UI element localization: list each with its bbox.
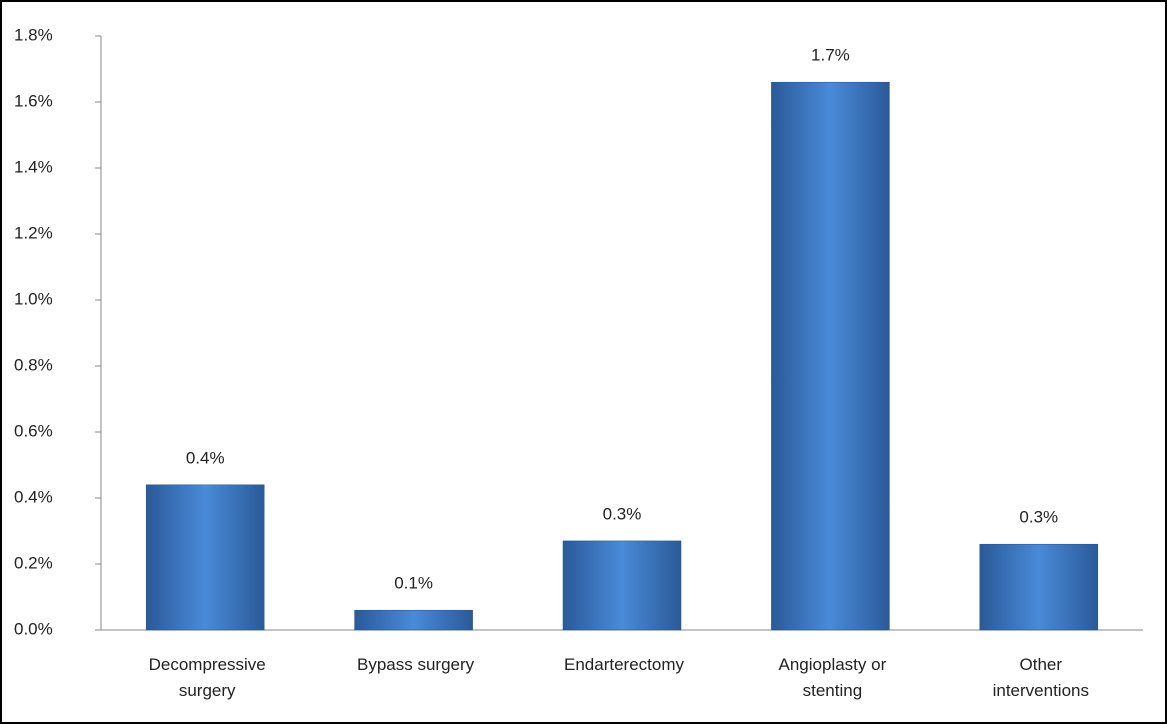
- value-label: 0.4%: [186, 448, 225, 467]
- y-tick-label: 0.4%: [14, 487, 53, 506]
- bar: [145, 484, 265, 631]
- y-tick-label: 0.0%: [14, 619, 53, 638]
- y-tick-label: 0.6%: [14, 421, 53, 440]
- y-tick-label: 1.4%: [14, 157, 53, 176]
- x-tick-label: Decompressive surgery: [148, 655, 266, 700]
- x-tick-label: Other interventions: [992, 655, 1089, 700]
- value-label: 1.7%: [811, 46, 850, 65]
- value-label: 0.1%: [394, 574, 433, 593]
- bar: [771, 81, 890, 631]
- x-tick-label: Endarterectomy: [564, 655, 684, 674]
- value-label: 0.3%: [1019, 508, 1058, 527]
- y-tick-label: 1.8%: [14, 25, 53, 44]
- y-tick-label: 1.2%: [14, 223, 53, 242]
- y-tick-label: 1.0%: [14, 289, 53, 308]
- y-tick-label: 1.6%: [14, 91, 53, 110]
- y-tick-label: 0.2%: [14, 553, 53, 572]
- x-tick-label: Bypass surgery: [357, 655, 475, 674]
- y-tick-label: 0.8%: [14, 355, 53, 374]
- bar: [979, 543, 1099, 631]
- bar: [354, 609, 473, 631]
- value-label: 0.3%: [603, 504, 642, 523]
- bar: [562, 540, 682, 631]
- x-tick-label: Angioplasty or stenting: [778, 655, 887, 700]
